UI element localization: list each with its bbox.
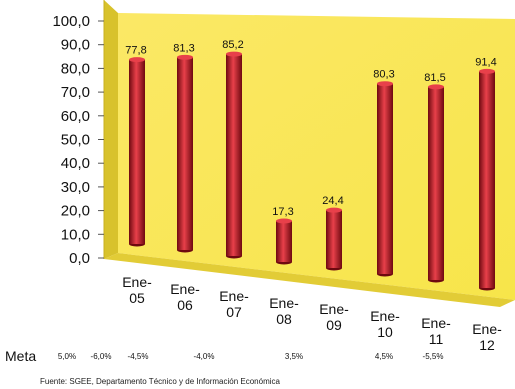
chart-floor bbox=[104, 253, 515, 307]
meta-value: -5,5% bbox=[423, 352, 444, 361]
y-tick-label: 40,0 bbox=[61, 155, 90, 172]
chart-side-wall bbox=[104, 0, 118, 259]
data-label: 80,3 bbox=[373, 69, 394, 81]
data-label: 17,3 bbox=[272, 206, 293, 218]
x-tick-label: 09 bbox=[326, 317, 342, 333]
data-label: 24,4 bbox=[322, 195, 343, 207]
source-note: Fuente: SGEE, Departamento Técnico y de … bbox=[40, 377, 281, 386]
bar-top bbox=[177, 54, 193, 60]
meta-value: 3,5% bbox=[285, 352, 303, 361]
x-tick-label: 10 bbox=[377, 324, 393, 340]
y-tick-label: 20,0 bbox=[61, 203, 90, 220]
bar bbox=[276, 220, 292, 262]
meta-value: 5,0% bbox=[58, 352, 76, 361]
x-tick-label: Ene- bbox=[170, 281, 200, 297]
bar bbox=[326, 210, 342, 268]
bar-top bbox=[326, 207, 342, 213]
meta-value: 4,5% bbox=[375, 352, 393, 361]
bar-top bbox=[377, 81, 393, 87]
bar bbox=[177, 57, 193, 250]
data-label: 77,8 bbox=[125, 45, 146, 57]
meta-value: -4,0% bbox=[194, 352, 215, 361]
bar bbox=[226, 54, 242, 256]
x-tick-label: Ene- bbox=[269, 295, 299, 311]
y-tick-label: 90,0 bbox=[61, 37, 90, 54]
meta-value: -6,0% bbox=[91, 352, 112, 361]
bar-top bbox=[428, 84, 444, 90]
bar-top bbox=[479, 68, 495, 74]
chart-back-wall bbox=[118, 13, 515, 300]
y-tick-label: 80,0 bbox=[61, 60, 90, 77]
y-tick-label: 10,0 bbox=[61, 226, 90, 243]
x-tick-label: 12 bbox=[479, 337, 495, 353]
bar bbox=[428, 86, 444, 280]
meta-value: -4,5% bbox=[128, 352, 149, 361]
bar-top bbox=[226, 51, 242, 57]
x-tick-label: Ene- bbox=[319, 301, 349, 317]
bar-top bbox=[276, 218, 292, 224]
x-tick-label: Ene- bbox=[122, 274, 152, 290]
bar bbox=[129, 59, 145, 244]
x-tick-label: 05 bbox=[129, 290, 145, 306]
bar-top bbox=[129, 57, 145, 63]
y-tick-label: 60,0 bbox=[61, 108, 90, 125]
x-tick-label: Ene- bbox=[370, 308, 400, 324]
meta-label: Meta bbox=[5, 348, 36, 364]
x-tick-label: 06 bbox=[177, 297, 193, 313]
bar bbox=[479, 71, 495, 288]
y-tick-label: 100,0 bbox=[52, 13, 90, 30]
x-tick-label: 08 bbox=[276, 311, 292, 327]
x-tick-label: Ene- bbox=[219, 288, 249, 304]
y-tick-label: 70,0 bbox=[61, 84, 90, 101]
y-tick-label: 30,0 bbox=[61, 179, 90, 196]
x-tick-label: 07 bbox=[226, 304, 242, 320]
data-label: 85,2 bbox=[222, 39, 243, 51]
data-label: 91,4 bbox=[475, 56, 496, 68]
x-tick-label: 11 bbox=[429, 331, 444, 347]
data-label: 81,3 bbox=[173, 42, 194, 54]
y-tick-label: 50,0 bbox=[61, 132, 90, 149]
data-label: 81,5 bbox=[424, 72, 445, 84]
y-tick-label: 0,0 bbox=[69, 250, 90, 267]
bar bbox=[377, 83, 393, 275]
x-tick-label: Ene- bbox=[472, 321, 502, 337]
x-tick-label: Ene- bbox=[421, 315, 451, 331]
